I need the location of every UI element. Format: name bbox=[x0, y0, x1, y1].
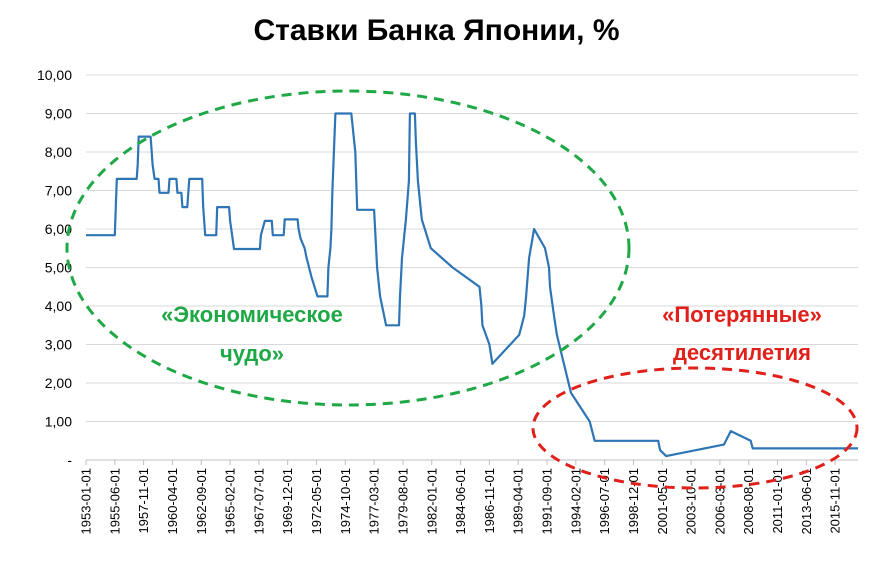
x-tick-label: 2003-10-01 bbox=[684, 468, 699, 535]
x-tick-label: 1953-01-01 bbox=[79, 468, 94, 535]
x-tick-label: 1977-03-01 bbox=[367, 468, 382, 535]
x-tick-label: 1989-04-01 bbox=[511, 468, 526, 535]
x-axis-ticks: 1953-01-01 1955-06-01 1957-11-01 1960-04-01… bbox=[79, 460, 843, 535]
y-tick-label: - bbox=[67, 452, 72, 468]
x-tick-label: 2001-05-01 bbox=[655, 468, 670, 535]
annotation-label: «Экономическое bbox=[161, 302, 343, 327]
x-tick-label: 1979-08-01 bbox=[395, 468, 410, 535]
y-tick-label: 3,00 bbox=[45, 337, 72, 353]
x-tick-label: 1974-10-01 bbox=[338, 468, 353, 535]
x-tick-label: 1984-06-01 bbox=[453, 468, 468, 535]
x-tick-label: 1972-05-01 bbox=[309, 468, 324, 535]
annotation-label: десятилетия bbox=[673, 340, 811, 365]
x-tick-label: 1998-12-01 bbox=[626, 468, 641, 535]
x-tick-label: 2006-03-01 bbox=[712, 468, 727, 535]
x-tick-label: 2013-06-01 bbox=[799, 468, 814, 535]
annotation-labels: «Экономическое чудо» «Потерянные» десятилет… bbox=[161, 302, 822, 366]
series-line bbox=[86, 112, 858, 458]
x-tick-label: 1986-11-01 bbox=[482, 468, 497, 534]
x-tick-label: 2015-11-01 bbox=[828, 468, 843, 534]
annotation-label: «Потерянные» bbox=[662, 302, 822, 327]
annotation-label: чудо» bbox=[220, 341, 284, 366]
series-group bbox=[86, 112, 858, 458]
x-tick-label: 1996-07-01 bbox=[597, 468, 612, 535]
x-tick-label: 2011-01-01 bbox=[770, 468, 785, 534]
x-tick-label: 1991-09-01 bbox=[540, 468, 555, 535]
lost-decades-ellipse bbox=[531, 366, 859, 490]
x-tick-label: 1955-06-01 bbox=[107, 468, 122, 535]
y-tick-label: 8,00 bbox=[45, 144, 72, 160]
x-tick-label: 1982-01-01 bbox=[424, 468, 439, 535]
gridlines bbox=[86, 74, 858, 422]
x-tick-label: 1965-02-01 bbox=[223, 468, 238, 535]
y-tick-label: 1,00 bbox=[45, 414, 72, 430]
x-tick-label: 1960-04-01 bbox=[165, 468, 180, 535]
y-tick-label: 4,00 bbox=[45, 298, 72, 314]
y-tick-label: 2,00 bbox=[45, 375, 72, 391]
y-axis-ticks: - 1,00 2,00 3,00 4,00 5,00 6,00 7,00 8,00 9,00 10,… bbox=[37, 67, 72, 468]
x-tick-label: 1967-07-01 bbox=[251, 468, 266, 535]
economic-miracle-ellipse bbox=[65, 89, 631, 407]
x-tick-label: 1994-02-01 bbox=[568, 468, 583, 535]
y-tick-label: 9,00 bbox=[45, 106, 72, 122]
x-tick-label: 1962-09-01 bbox=[194, 468, 209, 535]
x-tick-label: 1969-12-01 bbox=[280, 468, 295, 535]
x-tick-label: 1957-11-01 bbox=[136, 468, 151, 534]
y-tick-label: 7,00 bbox=[45, 183, 72, 199]
y-tick-label: 5,00 bbox=[45, 260, 72, 276]
annotation-ellipses bbox=[65, 89, 859, 490]
y-tick-label: 10,00 bbox=[37, 67, 72, 83]
x-tick-label: 2008-08-01 bbox=[741, 468, 756, 535]
chart-title: Ставки Банка Японии, % bbox=[253, 14, 620, 47]
y-tick-label: 6,00 bbox=[45, 221, 72, 237]
